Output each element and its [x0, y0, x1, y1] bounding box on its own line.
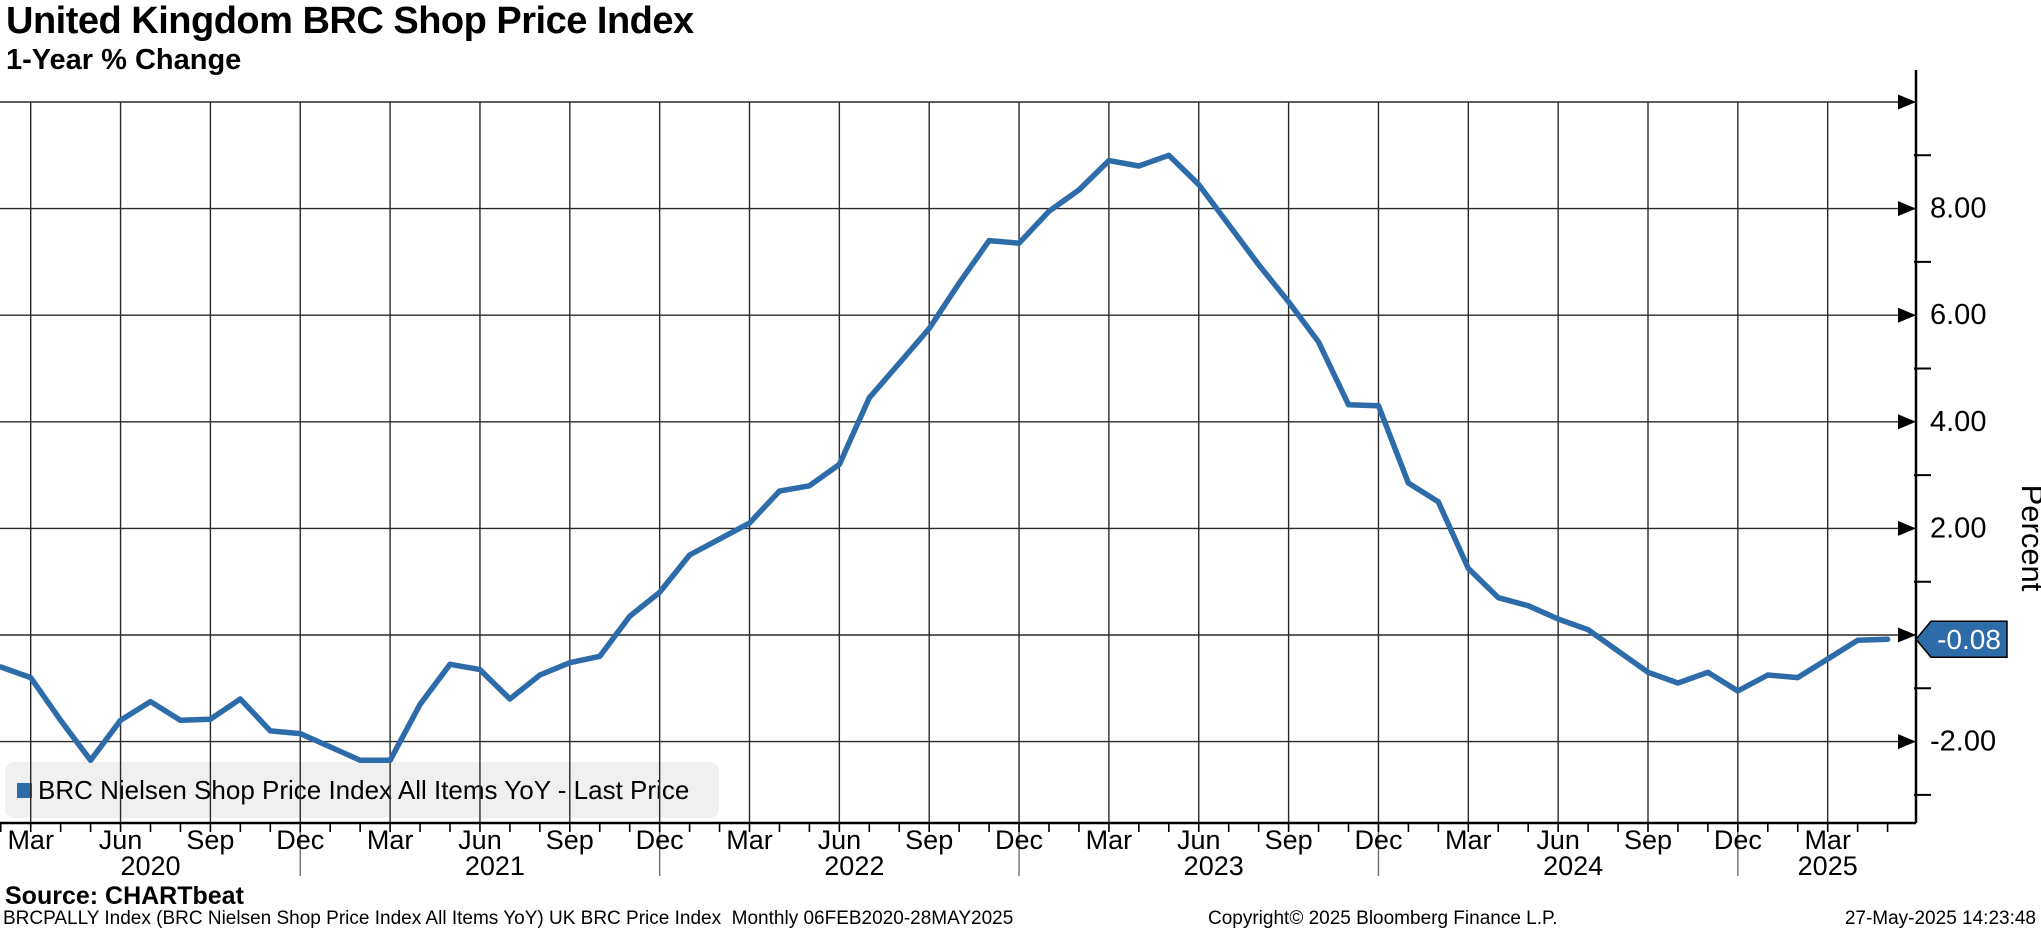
gridline-arrow-icon: [1898, 94, 1916, 110]
legend-label: BRC Nielsen Shop Price Index All Items Y…: [38, 774, 690, 805]
data-line: [0, 152, 1891, 764]
x-quarter-label: Jun: [1177, 825, 1221, 855]
x-quarter-label: Mar: [7, 825, 54, 855]
x-year-label: 2021: [465, 851, 525, 881]
x-year-label: 2020: [120, 851, 180, 881]
last-price-badge: [1915, 620, 2008, 659]
x-quarter-label: Jun: [99, 825, 143, 855]
footer-description: BRCPALLY Index (BRC Nielsen Shop Price I…: [3, 908, 1014, 929]
page-title: United Kingdom BRC Shop Price Index: [6, 0, 694, 42]
x-quarter-label: Mar: [1804, 825, 1851, 855]
gridline-arrow-icon: [1898, 734, 1916, 750]
x-quarter-label: Mar: [1086, 825, 1133, 855]
x-quarter-label: Mar: [367, 825, 414, 855]
legend: BRC Nielsen Shop Price Index All Items Y…: [5, 762, 719, 818]
y-tick-label: 4.00: [1930, 406, 1986, 438]
x-quarter-label: Jun: [818, 825, 862, 855]
gridline-arrow-icon: [1898, 414, 1916, 430]
source-label: Source: CHARTbeat: [5, 882, 244, 910]
x-quarter-label: Dec: [1714, 825, 1762, 855]
x-quarter-label: Sep: [186, 825, 234, 855]
gridline-arrow-icon: [1898, 520, 1916, 536]
x-quarter-label: Sep: [1624, 825, 1672, 855]
y-tick-label: 6.00: [1930, 299, 1986, 331]
x-quarter-label: Jun: [458, 825, 502, 855]
x-quarter-label: Sep: [905, 825, 953, 855]
x-quarter-label: Dec: [995, 825, 1043, 855]
gridline-arrow-icon: [1898, 627, 1916, 643]
y-tick-label: 8.00: [1930, 193, 1986, 225]
x-quarter-label: Jun: [1536, 825, 1580, 855]
x-quarter-label: Sep: [546, 825, 594, 855]
x-year-label: 2023: [1184, 851, 1244, 881]
y-axis-title: Percent: [2015, 485, 2041, 592]
x-quarter-label: Dec: [1354, 825, 1402, 855]
x-quarter-label: Mar: [726, 825, 773, 855]
x-quarter-label: Sep: [1265, 825, 1313, 855]
x-quarter-label: Dec: [636, 825, 684, 855]
x-year-label: 2025: [1798, 851, 1858, 881]
gridline-arrow-icon: [1898, 201, 1916, 217]
page-subtitle: 1-Year % Change: [6, 44, 242, 76]
footer-timestamp: 27-May-2025 14:23:48: [1844, 908, 2036, 929]
legend-marker-icon: [17, 782, 32, 798]
y-tick-label: 2.00: [1930, 512, 1986, 544]
last-price-badge-label: -0.08: [1937, 624, 2001, 655]
footer-copyright: Copyright© 2025 Bloomberg Finance L.P.: [1208, 908, 1558, 929]
gridline-arrow-icon: [1898, 307, 1916, 323]
x-quarter-label: Mar: [1445, 825, 1492, 855]
x-quarter-label: Dec: [276, 825, 324, 855]
x-year-label: 2024: [1543, 851, 1603, 881]
y-tick-label: -2.00: [1930, 726, 1996, 758]
x-year-label: 2022: [824, 851, 884, 881]
